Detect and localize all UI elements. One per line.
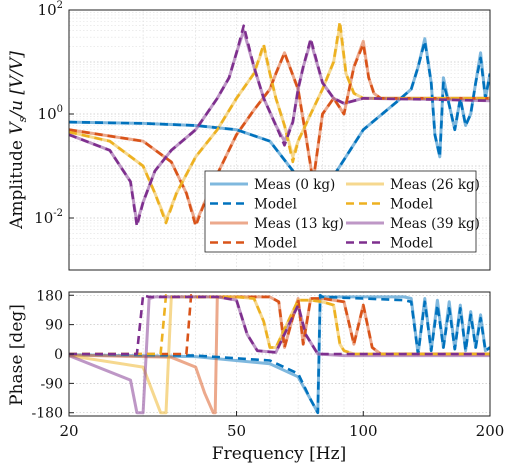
amplitude-ylabel: Amplitude Vs/u [V/V] xyxy=(7,51,29,230)
amp-ytick-label: 10-2 xyxy=(34,208,63,227)
phase-curves xyxy=(69,293,490,415)
legend-label: Model xyxy=(254,236,297,252)
ph-xtick-label: 100 xyxy=(349,422,378,440)
amp-model_13-line xyxy=(69,42,490,228)
ph-ytick-label: -90 xyxy=(40,376,63,392)
phase-ylabel: Phase [deg] xyxy=(7,304,27,406)
legend-label: Meas (13 kg) xyxy=(254,216,344,232)
phase-y-ticks: -180 -90 0 90 180 xyxy=(32,288,74,422)
phase-x-ticks: 20 50 100 200 xyxy=(59,411,504,440)
amplitude-axes-box xyxy=(68,9,491,271)
legend-label: Meas (26 kg) xyxy=(390,177,480,193)
ph-model_39-line xyxy=(69,294,490,356)
amp-ytick-label: 102 xyxy=(38,0,63,19)
ph-ytick-label: 180 xyxy=(36,288,63,304)
amp-model_39-line xyxy=(69,24,490,228)
ph-xtick-label: 50 xyxy=(227,422,246,440)
amplitude-plot: 10-2 100 102 Amplitude Vs/u [V/V] Meas (0 … xyxy=(7,0,491,271)
ph-model_13-line xyxy=(69,294,490,356)
legend: Meas (0 kg) Meas (26 kg) Model Model Meas (1… xyxy=(204,170,480,253)
legend-label: Meas (0 kg) xyxy=(254,177,335,193)
ph-ytick-label: 90 xyxy=(45,318,63,334)
legend-label: Model xyxy=(390,236,433,252)
amplitude-y-ticks: 10-2 100 102 xyxy=(34,0,74,227)
ph-ytick-label: 0 xyxy=(54,347,63,363)
legend-box xyxy=(204,170,477,253)
legend-label: Model xyxy=(254,197,297,213)
frequency-xlabel: Frequency [Hz] xyxy=(212,444,346,464)
amp-model_26-line xyxy=(69,20,490,225)
amp-model_0-line xyxy=(69,40,490,195)
ph-ytick-label: -180 xyxy=(32,406,63,422)
legend-label: Model xyxy=(390,197,433,213)
amplitude-curves xyxy=(69,20,490,228)
ph-xtick-label: 20 xyxy=(59,422,78,440)
phase-plot: -180 -90 0 90 180 20 50 100 200 Phase [deg] Fre… xyxy=(7,288,504,464)
ph-xtick-label: 200 xyxy=(476,422,505,440)
ph-model_0-line xyxy=(69,294,490,414)
amp-ytick-label: 100 xyxy=(38,104,63,123)
legend-label: Meas (39 kg) xyxy=(390,216,480,232)
